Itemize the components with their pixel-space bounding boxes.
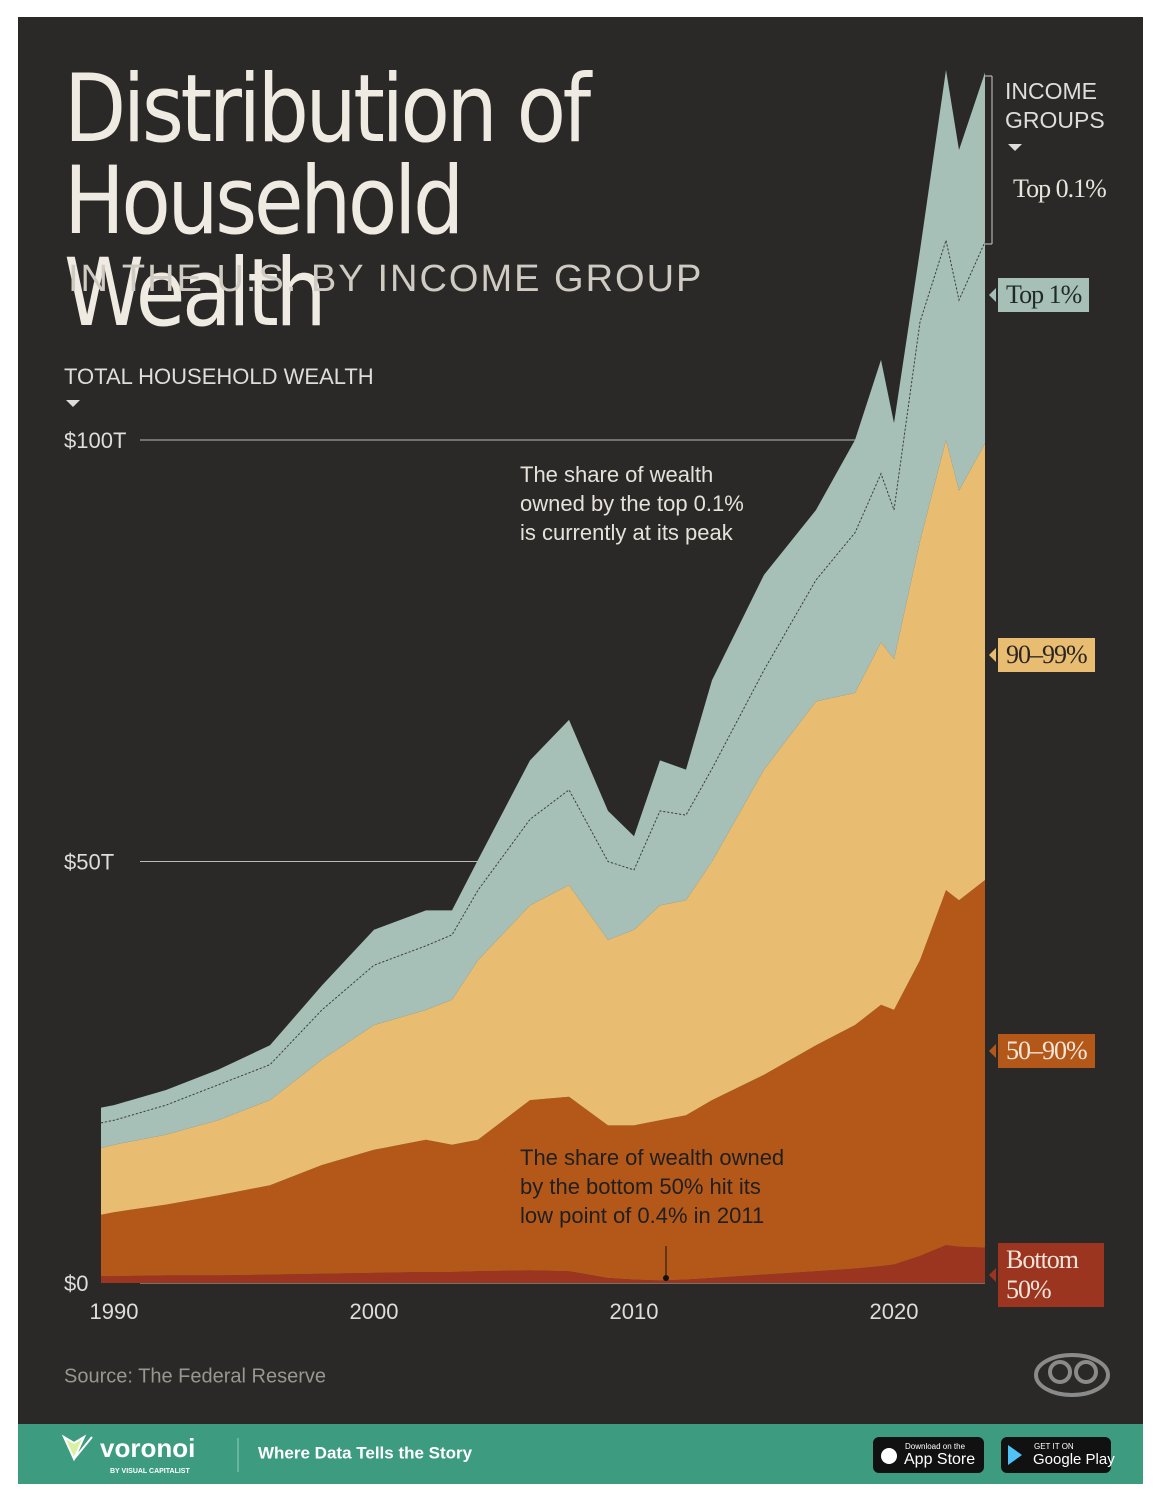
divider-line	[100, 238, 986, 1124]
badge-small: Download on the	[905, 1442, 966, 1451]
x-tick-label: 2020	[870, 1299, 919, 1324]
y-tick-label: $50T	[64, 849, 114, 874]
logo-icon	[61, 1434, 93, 1462]
area	[101, 240, 985, 1149]
pointer-dot	[663, 1275, 669, 1281]
brand-sub: BY VISUAL CAPITALIST	[110, 1468, 190, 1475]
area	[101, 1245, 985, 1283]
source: Source: The Federal Reserve	[64, 1365, 326, 1387]
subtitle: IN THE U.S. BY INCOME GROUP	[68, 258, 704, 300]
arrow	[1008, 144, 1022, 151]
legend-label: 90–99%	[989, 638, 1095, 672]
y-tick-label: $100T	[64, 428, 126, 453]
google-play-badge[interactable]	[1001, 1437, 1111, 1473]
area	[101, 880, 985, 1281]
badge-small: GET IT ON	[1034, 1442, 1074, 1451]
y-axis-label: TOTAL HOUSEHOLD WEALTH	[64, 364, 374, 389]
x-tick-label: 2000	[350, 1299, 399, 1324]
x-tick-label: 1990	[90, 1299, 139, 1324]
y-tick-label: $0	[64, 1271, 88, 1296]
legend-label: Bottom 50%	[989, 1243, 1104, 1307]
badge-text: App Store	[904, 1451, 975, 1468]
area	[101, 440, 985, 1215]
annotation: The share of wealth owned by the bottom …	[520, 1145, 785, 1228]
x-tick-label: 2010	[610, 1299, 659, 1324]
apple-icon	[881, 1448, 897, 1464]
app-store-badge[interactable]	[873, 1437, 984, 1473]
play-icon	[1008, 1445, 1022, 1465]
legend-label: 50–90%	[989, 1034, 1095, 1068]
title: Distribution of Household Wealth	[64, 55, 591, 348]
annotation: The share of wealth owned by the top 0.1…	[520, 462, 744, 545]
tagline: Where Data Tells the Story	[258, 1443, 473, 1462]
legend-label: Top 0.1%	[1013, 174, 1107, 203]
legend-title: INCOME GROUPS	[1005, 78, 1105, 133]
watermark	[1034, 1353, 1110, 1397]
legend-label: Top 1%	[988, 278, 1090, 312]
brand: voronoi	[100, 1433, 195, 1463]
arrow	[66, 400, 80, 407]
badge-text: Google Play	[1033, 1451, 1115, 1468]
